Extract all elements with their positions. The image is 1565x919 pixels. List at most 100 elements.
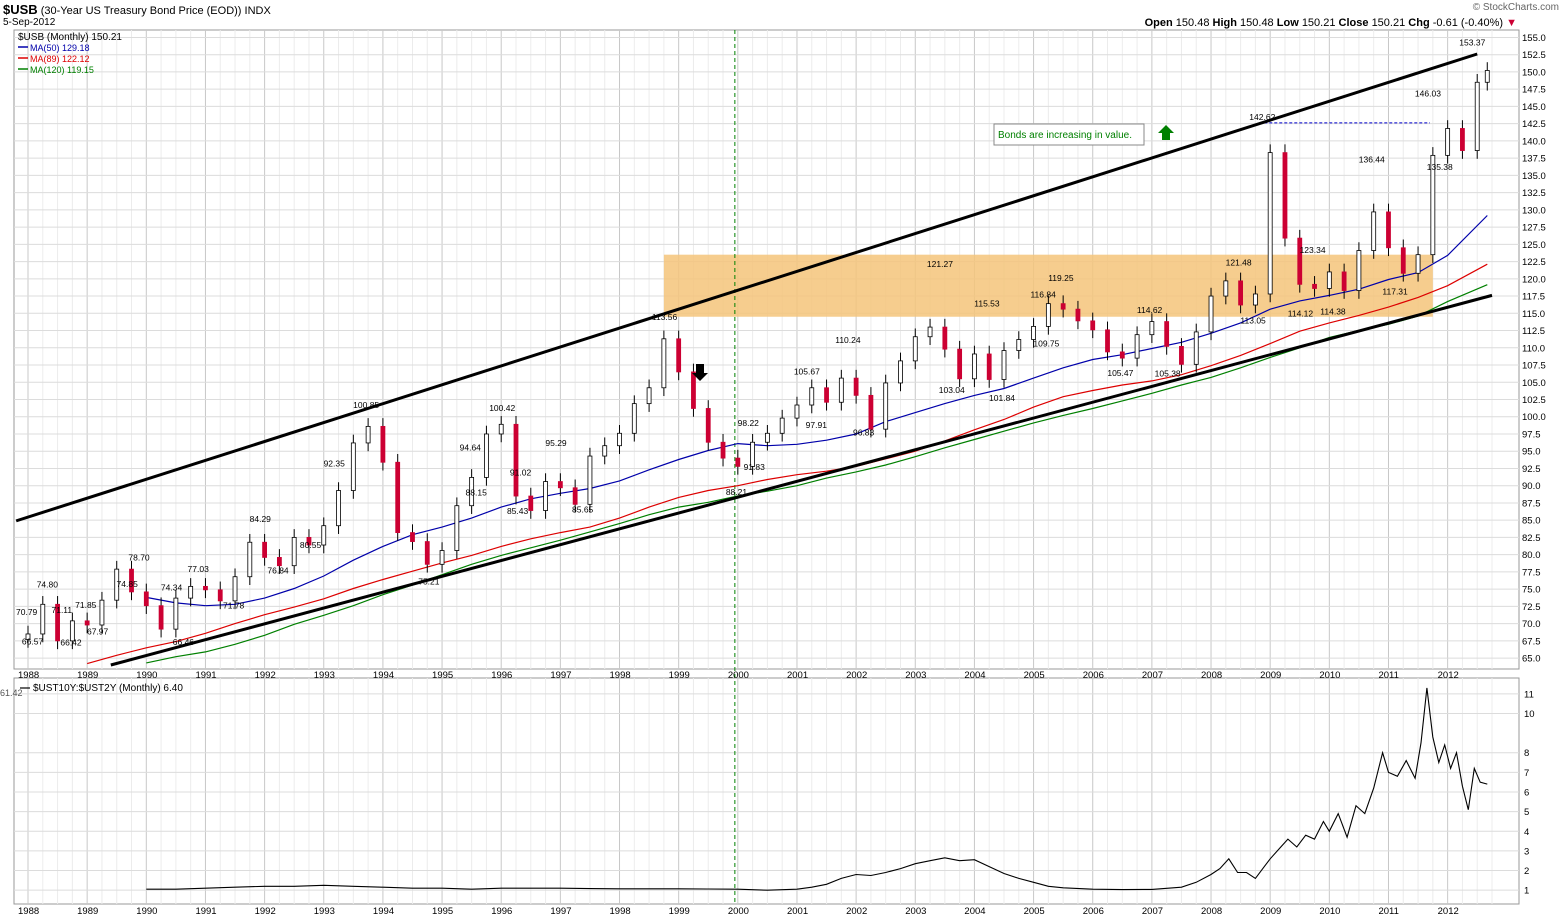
candle-up [543, 481, 548, 511]
x-tick-label: 1990 [136, 670, 157, 681]
candle-up [883, 382, 889, 430]
y-tick-label: 112.5 [1522, 326, 1545, 337]
y-tick-label: 5 [1524, 807, 1529, 818]
x-tick-label: 1996 [491, 670, 512, 681]
x-tick-label: 1992 [255, 906, 276, 917]
x-tick-label: 2003 [905, 670, 926, 681]
y-tick-label: 6 [1524, 788, 1529, 799]
x-tick-label: 1989 [77, 906, 98, 917]
candle-up [365, 425, 371, 444]
candle-up [1484, 70, 1490, 83]
x-tick-label: 2000 [728, 670, 749, 681]
candle-up [587, 455, 593, 505]
price-data-label: 115.53 [974, 299, 1000, 309]
price-data-label: 84.29 [250, 514, 272, 524]
price-data-label: 114.62 [1137, 305, 1163, 315]
y-tick-label: 132.5 [1522, 188, 1546, 199]
y-tick-label: 82.5 [1522, 533, 1541, 544]
candle-up [750, 441, 756, 467]
x-tick-label: 1999 [669, 670, 690, 681]
price-data-label: 67.97 [87, 627, 109, 637]
y-tick-label: 80.0 [1522, 550, 1541, 561]
candle-up [838, 377, 844, 403]
exchange: INDX [244, 5, 271, 17]
candle-up [972, 353, 977, 380]
legend-main: $USB (Monthly) 150.21 [18, 32, 122, 43]
y-tick-label: 67.5 [1522, 636, 1541, 647]
y-tick-label: 77.5 [1522, 567, 1541, 578]
y-tick-label: 3 [1524, 846, 1529, 857]
price-data-label: 113.05 [1240, 316, 1266, 326]
chart-date: 5-Sep-2012 [3, 17, 56, 28]
y-tick-label: 107.5 [1522, 361, 1546, 372]
x-tick-label: 2011 [1378, 670, 1398, 681]
candle-down [557, 481, 563, 489]
candle-up [469, 477, 475, 507]
candle-up [1252, 293, 1258, 306]
low-label: Low [1276, 17, 1299, 29]
candle-up [291, 537, 297, 567]
x-tick-label: 1993 [314, 906, 335, 917]
candle-up [631, 403, 637, 434]
x-tick-label: 1996 [491, 906, 512, 917]
y-tick-label: 122.5 [1522, 257, 1546, 268]
x-tick-label: 2005 [1024, 670, 1045, 681]
x-tick-label: 2012 [1438, 906, 1459, 917]
x-tick-label: 1988 [18, 670, 39, 681]
candle-layer [25, 62, 1490, 650]
y-tick-label: 152.5 [1522, 50, 1546, 61]
y-tick-label: 8 [1524, 748, 1529, 759]
price-data-label: 92.35 [324, 458, 346, 468]
candle-up [661, 338, 667, 389]
down-arrow-icon [692, 364, 708, 381]
candle-down [1164, 321, 1170, 347]
candle-down [217, 589, 223, 602]
candle-up [114, 568, 120, 601]
candle-down [1119, 351, 1125, 359]
upper-channel-trendline [15, 52, 1478, 523]
price-data-label: 78.70 [128, 553, 150, 563]
candle-down [986, 353, 992, 380]
description: (30-Year US Treasury Bond Price (EOD)) [40, 5, 242, 17]
price-data-label: 66.46 [173, 637, 195, 647]
x-tick-label: 1994 [373, 670, 394, 681]
candle-down [129, 568, 134, 593]
x-tick-label: 2010 [1319, 906, 1340, 917]
y-tick-label: 97.5 [1522, 429, 1541, 440]
price-data-label: 153.37 [1459, 38, 1485, 48]
candle-up [1371, 211, 1377, 251]
candle-down [1060, 303, 1066, 310]
low-value: 150.21 [1301, 17, 1336, 29]
price-data-label: 103.04 [939, 385, 965, 395]
x-tick-label: 2006 [1083, 670, 1104, 681]
x-tick-label: 1988 [18, 906, 39, 917]
y-tick-label: 90.0 [1522, 481, 1541, 492]
price-data-label: 123.34 [1300, 245, 1326, 255]
y-tick-label: 92.5 [1522, 464, 1541, 475]
y-tick-label: 110.0 [1522, 343, 1545, 354]
candle-down [528, 495, 534, 511]
price-data-label: 88.21 [726, 487, 748, 497]
candle-down [1341, 271, 1347, 291]
candle-up [40, 603, 46, 635]
price-data-label: 66.42 [60, 637, 82, 647]
lower-channel-trendline [110, 293, 1493, 667]
legend-ma120: MA(120) 119.15 [30, 65, 94, 75]
y-tick-label: 7 [1524, 768, 1529, 779]
y-tick-label: 72.5 [1522, 602, 1541, 613]
high-value: 150.48 [1240, 17, 1274, 29]
candle-down [276, 557, 282, 567]
candle-up [1445, 128, 1451, 156]
candle-up [646, 387, 652, 405]
moving-average-layer [87, 215, 1488, 665]
candle-down [720, 441, 726, 459]
x-tick-label: 1994 [373, 906, 394, 917]
x-tick-label: 2005 [1024, 906, 1045, 917]
price-data-label: 105.47 [1107, 368, 1133, 378]
candle-up [1208, 295, 1214, 333]
y-tick-label: 155.0 [1522, 33, 1546, 44]
data-label-layer: 70.79 66.57 74.80 71.11 66.42 71.85 67.97 78.70… [16, 38, 1486, 648]
axis-layer: 65.0 67.5 70.0 72.5 75.0 77.5 80.0 82.5 85.0 87.5… [18, 33, 1546, 917]
legend-ma89: MA(89) 122.12 [30, 54, 90, 64]
candle-down [84, 620, 90, 626]
